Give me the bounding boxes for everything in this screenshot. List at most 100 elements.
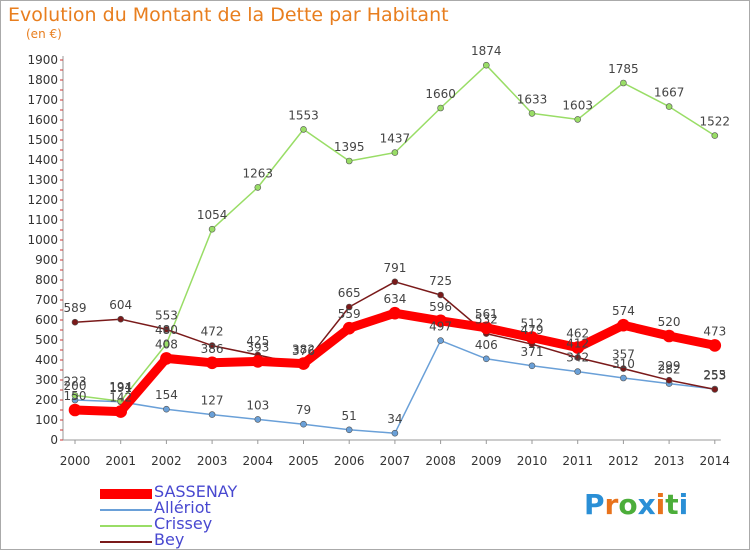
y-tick-label: 1500 — [27, 133, 58, 147]
x-tick-label: 2001 — [105, 454, 136, 468]
point-all-riot — [254, 416, 262, 423]
point-bey — [437, 291, 444, 299]
data-label-sassenay: 462 — [566, 327, 589, 341]
data-label-crissey: 1395 — [334, 140, 365, 154]
axes: 0 100 200 300 400 500 600 700 800 900 1000 1100 1200… — [27, 53, 730, 468]
point-sassenay — [479, 321, 493, 335]
point-crissey — [71, 392, 79, 399]
point-all-riot — [528, 362, 536, 370]
y-tick-label: 200 — [35, 393, 58, 407]
logo-letter: P — [584, 488, 605, 521]
data-label-bey: 357 — [612, 348, 635, 362]
point-crissey — [345, 157, 353, 165]
data-label-all-riot: 103 — [246, 398, 269, 412]
x-tick-label: 2005 — [288, 454, 319, 468]
x-tick-label: 2014 — [700, 454, 731, 468]
chart-title: Evolution du Montant de la Dette par Hab… — [8, 4, 449, 26]
x-tick-label: 2007 — [380, 454, 411, 468]
y-tick-label: 0 — [50, 433, 58, 447]
point-crissey — [620, 79, 627, 87]
data-label-sassenay: 520 — [658, 315, 681, 329]
point-all-riot — [208, 411, 216, 418]
point-bey — [391, 278, 399, 286]
point-crissey — [574, 116, 582, 123]
y-tick-label: 600 — [35, 313, 58, 327]
point-crissey — [300, 126, 307, 133]
data-label-crissey: 1633 — [517, 92, 548, 106]
data-label-all-riot: 191 — [109, 381, 132, 395]
data-label-sassenay: 561 — [475, 307, 498, 321]
legend-swatch — [100, 509, 152, 511]
point-bey — [163, 326, 170, 333]
point-bey — [345, 303, 353, 311]
x-tick-label: 2008 — [425, 454, 456, 468]
point-bey — [711, 386, 719, 393]
point-crissey — [163, 340, 170, 348]
data-label-crissey: 480 — [155, 323, 178, 337]
data-label-all-riot: 79 — [296, 403, 311, 417]
legend-label: Allériot — [154, 498, 211, 517]
point-crissey — [391, 149, 399, 156]
data-label-all-riot: 200 — [64, 379, 87, 393]
data-label-bey: 604 — [109, 298, 132, 312]
data-label-crissey: 1522 — [700, 115, 731, 129]
x-tick-label: 2011 — [562, 454, 593, 468]
logo-letter: i — [655, 488, 666, 521]
x-tick-label: 2004 — [243, 454, 274, 468]
point-crissey — [711, 132, 719, 139]
data-label-all-riot: 34 — [387, 412, 402, 426]
logo-letter: t — [665, 488, 679, 521]
point-crissey — [665, 103, 673, 110]
point-bey — [665, 376, 673, 384]
data-label-crissey: 1603 — [562, 98, 593, 112]
data-label-sassenay: 559 — [338, 307, 361, 321]
y-tick-label: 400 — [35, 353, 58, 367]
data-label-bey: 376 — [292, 344, 315, 358]
x-tick-label: 2003 — [197, 454, 228, 468]
point-sassenay — [525, 331, 539, 344]
y-tick-label: 800 — [35, 273, 58, 287]
point-all-riot — [482, 355, 490, 363]
point-sassenay — [114, 405, 127, 418]
point-all-riot — [300, 420, 307, 428]
data-label-all-riot: 127 — [201, 394, 224, 408]
point-all-riot — [620, 374, 627, 382]
point-sassenay — [342, 321, 356, 335]
point-sassenay — [434, 314, 447, 328]
logo-letter: r — [604, 488, 619, 521]
data-label-crissey: 223 — [64, 374, 87, 388]
point-crissey — [208, 225, 216, 233]
point-sassenay — [205, 356, 219, 370]
data-label-all-riot: 371 — [521, 345, 544, 359]
logo-letter: o — [618, 488, 638, 521]
data-label-sassenay: 512 — [521, 317, 544, 331]
y-tick-label: 100 — [35, 413, 58, 427]
y-tick-label: 1200 — [27, 193, 58, 207]
data-label-sassenay: 393 — [246, 340, 269, 354]
legend-swatch — [100, 541, 152, 543]
point-crissey — [254, 184, 262, 191]
data-label-sassenay: 574 — [612, 304, 635, 318]
point-sassenay — [662, 329, 676, 343]
data-label-crissey: 1437 — [380, 132, 411, 146]
y-tick-label: 300 — [35, 373, 58, 387]
data-label-crissey: 1785 — [608, 62, 639, 76]
point-sassenay — [251, 355, 265, 368]
x-tick-label: 2000 — [60, 454, 91, 468]
data-label-crissey: 1660 — [425, 87, 456, 101]
data-label-bey: 253 — [703, 368, 726, 382]
legend-label: Crissey — [154, 514, 213, 533]
point-bey — [208, 342, 216, 349]
point-sassenay — [160, 352, 173, 365]
x-tick-label: 2012 — [608, 454, 639, 468]
point-sassenay — [708, 339, 722, 352]
x-tick-label: 2009 — [471, 454, 502, 468]
data-label-sassenay: 473 — [703, 324, 726, 338]
data-label-sassenay: 596 — [429, 300, 452, 314]
data-label-sassenay: 142 — [109, 391, 132, 405]
data-label-crissey: 194 — [109, 380, 132, 394]
data-label-crissey: 1553 — [288, 108, 319, 122]
data-label-bey: 412 — [566, 337, 589, 351]
point-sassenay — [297, 357, 310, 370]
